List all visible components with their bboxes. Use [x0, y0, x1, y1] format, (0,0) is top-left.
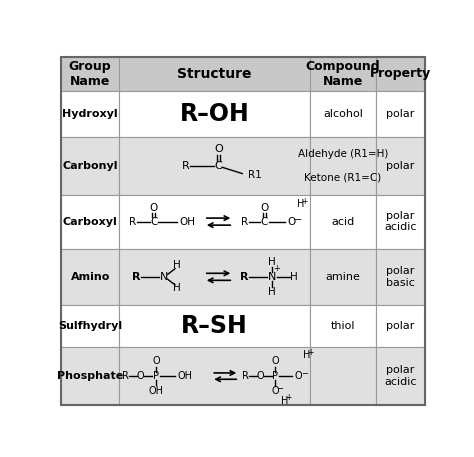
Text: H: H	[268, 287, 276, 297]
Text: Structure: Structure	[177, 67, 252, 81]
FancyBboxPatch shape	[310, 195, 376, 249]
FancyBboxPatch shape	[376, 305, 425, 347]
Text: OH: OH	[180, 217, 196, 227]
FancyBboxPatch shape	[376, 195, 425, 249]
Text: R–SH: R–SH	[182, 314, 248, 338]
Text: Aldehyde (R1=H)

Ketone (R1=C): Aldehyde (R1=H) Ketone (R1=C)	[298, 149, 388, 182]
Text: R: R	[240, 272, 248, 282]
FancyBboxPatch shape	[61, 57, 119, 91]
Text: Carbonyl: Carbonyl	[63, 161, 118, 171]
Text: alcohol: alcohol	[323, 109, 363, 119]
Text: O: O	[260, 202, 269, 213]
FancyBboxPatch shape	[61, 347, 119, 405]
Text: Compound
Name: Compound Name	[306, 60, 380, 88]
Text: R: R	[129, 217, 136, 227]
Text: polar
basic: polar basic	[386, 266, 415, 287]
Text: R: R	[182, 161, 189, 171]
Text: R: R	[241, 217, 248, 227]
Text: N: N	[268, 272, 276, 282]
Text: Carboxyl: Carboxyl	[63, 217, 118, 227]
FancyBboxPatch shape	[310, 57, 376, 91]
Text: H: H	[290, 272, 298, 282]
Text: Hydroxyl: Hydroxyl	[63, 109, 118, 119]
FancyBboxPatch shape	[61, 195, 119, 249]
Text: H: H	[281, 396, 288, 406]
Text: −: −	[301, 370, 308, 378]
Text: H: H	[297, 199, 304, 209]
Text: −: −	[294, 215, 302, 225]
Text: OH: OH	[177, 371, 192, 381]
FancyBboxPatch shape	[61, 249, 119, 305]
FancyBboxPatch shape	[376, 57, 425, 91]
Text: +: +	[301, 197, 307, 206]
FancyBboxPatch shape	[119, 347, 310, 405]
FancyBboxPatch shape	[119, 305, 310, 347]
FancyBboxPatch shape	[310, 137, 376, 195]
FancyBboxPatch shape	[310, 347, 376, 405]
Text: H: H	[303, 350, 310, 360]
FancyBboxPatch shape	[119, 137, 310, 195]
Text: thiol: thiol	[331, 321, 355, 331]
Text: acid: acid	[331, 217, 355, 227]
Text: O: O	[287, 217, 295, 227]
FancyBboxPatch shape	[119, 249, 310, 305]
Text: O: O	[272, 386, 279, 396]
Text: O: O	[214, 144, 223, 154]
FancyBboxPatch shape	[119, 195, 310, 249]
FancyBboxPatch shape	[310, 91, 376, 137]
Text: OH: OH	[148, 386, 164, 396]
FancyBboxPatch shape	[61, 137, 119, 195]
Text: P: P	[272, 371, 278, 381]
FancyBboxPatch shape	[376, 347, 425, 405]
Text: H: H	[173, 260, 181, 270]
Text: P: P	[153, 371, 159, 381]
Text: Amino: Amino	[71, 272, 110, 282]
Text: O: O	[137, 371, 144, 381]
FancyBboxPatch shape	[61, 91, 119, 137]
Text: R: R	[132, 272, 141, 282]
Text: O: O	[257, 371, 264, 381]
Text: O: O	[152, 356, 160, 367]
FancyBboxPatch shape	[61, 305, 119, 347]
Text: +: +	[286, 393, 292, 403]
FancyBboxPatch shape	[119, 91, 310, 137]
Text: Group
Name: Group Name	[69, 60, 111, 88]
FancyBboxPatch shape	[119, 57, 310, 91]
Text: H: H	[173, 283, 181, 293]
Text: polar: polar	[386, 109, 414, 119]
Text: H: H	[268, 257, 276, 267]
Text: +: +	[273, 264, 280, 273]
Text: Phosphate: Phosphate	[57, 371, 123, 381]
FancyBboxPatch shape	[310, 305, 376, 347]
FancyBboxPatch shape	[376, 249, 425, 305]
Text: polar
acidic: polar acidic	[384, 365, 417, 387]
Text: polar: polar	[386, 321, 414, 331]
Text: polar
acidic: polar acidic	[384, 211, 417, 233]
Text: +: +	[308, 348, 314, 356]
Text: R1: R1	[248, 170, 262, 180]
Text: C: C	[261, 217, 268, 227]
Text: Sulfhydryl: Sulfhydryl	[58, 321, 122, 331]
FancyBboxPatch shape	[376, 137, 425, 195]
Text: O: O	[294, 371, 302, 381]
Text: O: O	[150, 202, 158, 213]
FancyBboxPatch shape	[310, 249, 376, 305]
Text: amine: amine	[326, 272, 360, 282]
Text: Property: Property	[370, 67, 431, 80]
Text: C: C	[150, 217, 158, 227]
Text: R: R	[242, 371, 249, 381]
Text: R–OH: R–OH	[180, 102, 250, 126]
Text: O: O	[272, 356, 279, 367]
Text: C: C	[215, 161, 222, 171]
FancyBboxPatch shape	[376, 91, 425, 137]
Text: N: N	[160, 272, 168, 282]
Text: −: −	[276, 384, 283, 393]
Text: R: R	[121, 371, 128, 381]
Text: polar: polar	[386, 161, 414, 171]
